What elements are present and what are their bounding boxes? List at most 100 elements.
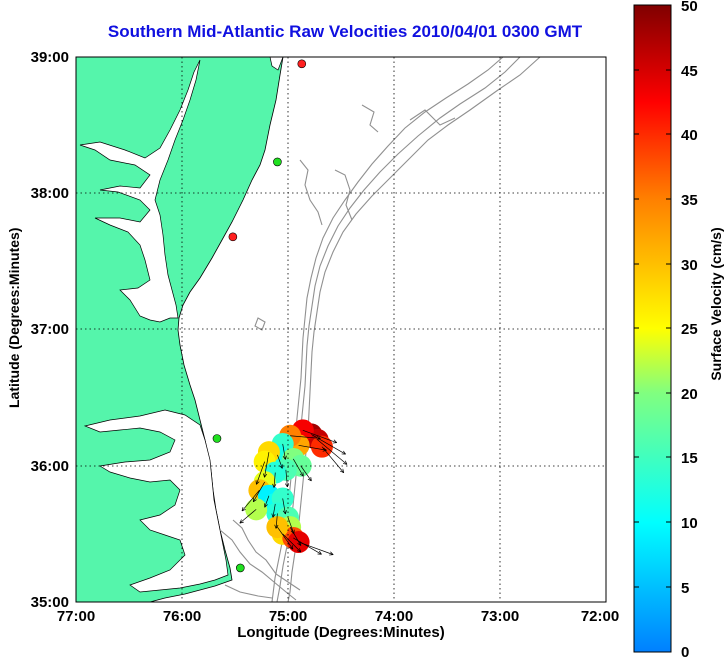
y-tick-label: 36:00	[31, 458, 69, 475]
colorbar-tick-label: 15	[681, 450, 698, 467]
velocity-arrow	[302, 429, 337, 444]
velocity-arrowhead	[339, 470, 344, 474]
velocity-field	[239, 419, 348, 556]
x-tick-label: 77:00	[57, 608, 95, 625]
radar-station-marker	[212, 434, 222, 443]
velocity-arrow	[290, 435, 321, 439]
colorbar	[633, 4, 672, 653]
velocity-arrow	[287, 517, 295, 534]
y-tick-labels: 35:00 36:00 37:00 38:00 39:00	[31, 49, 69, 611]
colorbar-tick-label: 10	[681, 515, 698, 532]
velocity-arrowhead	[291, 545, 294, 550]
radar-station-marker	[228, 232, 238, 242]
velocity-arrowhead	[282, 456, 286, 460]
velocity-arrowhead	[239, 521, 244, 524]
velocity-arrowhead	[271, 513, 274, 518]
velocity-arrowhead	[316, 438, 321, 441]
velocity-arrowhead	[323, 447, 327, 451]
velocity-arrowhead	[285, 455, 287, 460]
velocity-arrowhead	[316, 436, 321, 439]
grid-lines	[76, 57, 606, 602]
velocity-arrowhead	[344, 460, 348, 465]
radar-station-marker	[297, 59, 307, 69]
velocity-arrow	[252, 481, 265, 503]
velocity-arrowhead	[272, 483, 275, 488]
velocity-arrow	[282, 533, 302, 553]
velocity-arrowhead	[273, 483, 277, 488]
velocity-arrowhead	[342, 463, 348, 465]
velocity-arrowhead	[322, 449, 327, 452]
velocity-arrowhead	[282, 510, 286, 515]
velocity-arrow	[277, 526, 294, 550]
colorbar-tick-label: 40	[681, 127, 698, 144]
colorbar-tick-label: 50	[681, 0, 698, 15]
y-tick-label: 35:00	[31, 594, 69, 611]
velocity-arrow	[273, 472, 276, 488]
y-tick-label: 37:00	[31, 321, 69, 338]
velocity-arrowhead	[285, 510, 287, 515]
x-tick-label: 76:00	[163, 608, 201, 625]
velocity-arrowhead	[263, 473, 265, 478]
velocity-arrow	[277, 454, 283, 469]
radar-stations	[212, 59, 307, 573]
velocity-arrowhead	[272, 513, 276, 518]
velocity-arrow	[293, 537, 322, 555]
velocity-arrowhead	[330, 551, 334, 555]
pamlico-sound	[83, 409, 229, 593]
chesapeake-bay	[79, 59, 201, 323]
delaware-bay	[269, 57, 284, 71]
x-tick-label: 72:00	[581, 608, 619, 625]
x-tick-labels: 77:00 76:00 75:00 74:00 73:00 72:00	[57, 608, 619, 625]
x-tick-label: 75:00	[269, 608, 307, 625]
velocity-arrowhead	[289, 546, 294, 550]
velocity-cell	[245, 498, 268, 521]
velocity-arrowhead	[299, 473, 304, 477]
colorbar-label: Surface Velocity (cm/s)	[708, 227, 724, 381]
radar-station-marker	[273, 157, 282, 167]
velocity-arrow	[239, 509, 257, 524]
radar-station-marker	[236, 563, 245, 573]
map-title: Southern Mid-Atlantic Raw Velocities 201…	[107, 22, 583, 41]
velocity-arrow	[292, 458, 304, 477]
velocity-arrowhead	[256, 481, 260, 485]
x-tick-label: 74:00	[375, 608, 413, 625]
x-tick-label: 73:00	[481, 608, 519, 625]
velocity-arrowhead	[318, 550, 322, 555]
colorbar-tick-label: 5	[681, 580, 689, 597]
colorbar-tick-labels: 0 5 10 15 20 25 30 35 40 45 50	[681, 0, 698, 659]
y-axis-label: Latitude (Degrees:Minutes)	[6, 227, 22, 408]
velocity-arrowhead	[310, 476, 312, 482]
velocity-arrow	[311, 434, 346, 455]
velocity-arrow	[264, 452, 270, 478]
velocity-arrowhead	[275, 524, 279, 529]
velocity-arrow	[256, 461, 266, 485]
velocity-arrow	[241, 490, 260, 512]
y-tick-label: 39:00	[31, 49, 69, 66]
colorbar-ticks	[634, 69, 671, 588]
velocity-arrow	[282, 443, 286, 460]
velocity-arrowhead	[241, 508, 246, 512]
velocity-arrowhead	[264, 473, 268, 478]
colorbar-tick-label: 25	[681, 321, 698, 338]
velocity-arrowhead	[307, 478, 312, 482]
velocity-arrowhead	[241, 506, 244, 512]
velocity-arrowhead	[299, 548, 302, 553]
y-tick-label: 38:00	[31, 185, 69, 202]
velocity-arrowhead	[285, 483, 288, 488]
velocity-arrow	[264, 495, 270, 508]
velocity-arrowhead	[333, 439, 338, 443]
velocity-arrow	[298, 444, 327, 451]
velocity-arrow	[298, 541, 334, 555]
velocity-arrow	[275, 513, 278, 529]
velocity-arrowhead	[297, 543, 302, 546]
x-axis-label: Longitude (Degrees:Minutes)	[237, 624, 445, 641]
velocity-arrowhead	[274, 524, 277, 529]
velocity-arrowhead	[253, 499, 257, 503]
velocity-arrow	[272, 503, 276, 518]
velocity-arrowhead	[343, 450, 346, 455]
velocity-arrowhead	[264, 504, 268, 508]
velocity-arrow	[285, 469, 288, 488]
velocity-arrowhead	[296, 550, 301, 553]
colorbar-tick-label: 0	[681, 644, 689, 659]
